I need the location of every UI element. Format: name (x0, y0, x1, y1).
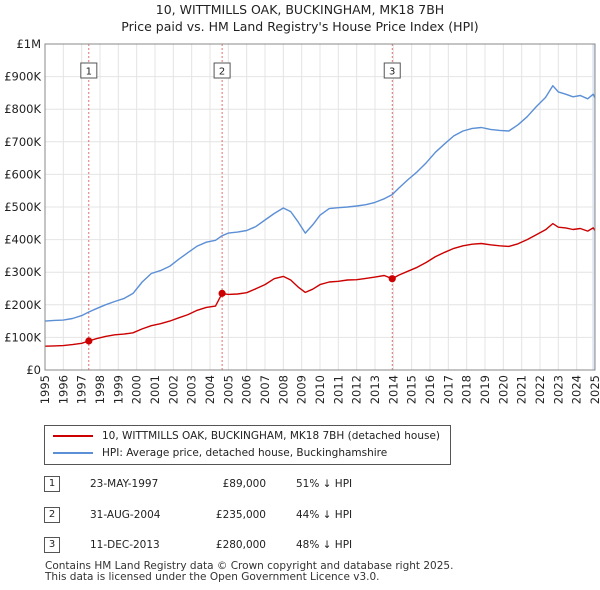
y-tick-label: £800K (4, 102, 41, 116)
x-tick-label: 2022 (533, 375, 547, 404)
x-tick-label: 1997 (75, 375, 89, 404)
x-tick-label: 1995 (38, 375, 52, 404)
sale-points (85, 275, 396, 345)
sale-point (85, 337, 93, 345)
x-tick-label: 2012 (350, 375, 364, 404)
sale-marker-box (213, 62, 231, 79)
sale-price: £280,000 (215, 539, 266, 551)
sale-row: 1 23-MAY-1997 £89,000 51% ↓ HPI (0, 476, 600, 494)
series-lines (44, 85, 596, 347)
sale-hpi-diff: 44% ↓ HPI (296, 509, 353, 521)
sale-hpi-diff: 48% ↓ HPI (296, 539, 353, 551)
x-tick-label: 2000 (130, 375, 144, 404)
x-tick-label: 2014 (386, 375, 400, 404)
sale-price: £235,000 (215, 509, 266, 521)
y-tick-label: £1M (16, 37, 41, 51)
hpi-line (44, 85, 596, 322)
legend-item-hpi: HPI: Average price, detached house, Buck… (53, 445, 387, 461)
y-tick-label: £900K (4, 70, 41, 84)
footer-line-1: Contains HM Land Registry data © Crown c… (45, 560, 454, 572)
footer-line-2: This data is licensed under the Open Gov… (45, 571, 380, 583)
x-tick-label: 2013 (368, 375, 382, 404)
y-tick-label: £500K (4, 200, 41, 214)
sale-marker-label: 1 (86, 67, 92, 78)
sale-date: 23-MAY-1997 (90, 478, 159, 490)
x-tick-label: 2020 (496, 375, 510, 404)
plot-frame (44, 43, 596, 371)
x-tick-label: 2009 (295, 375, 309, 404)
footer: Contains HM Land Registry data © Crown c… (45, 561, 453, 583)
sale-point (388, 275, 396, 283)
x-tick-label: 1996 (56, 375, 70, 404)
sale-hpi-diff: 51% ↓ HPI (296, 478, 353, 490)
x-tick-label: 2008 (276, 375, 290, 404)
sale-date: 11-DEC-2013 (90, 539, 160, 551)
x-tick-label: 2007 (258, 375, 272, 404)
x-tick-label: 2017 (441, 375, 455, 404)
x-tick-label: 2004 (203, 375, 217, 404)
x-tick-label: 2001 (148, 375, 162, 404)
legend-swatch-hpi (53, 452, 93, 454)
x-tick-label: 1998 (93, 375, 107, 404)
x-tick-label: 2018 (460, 375, 474, 404)
sale-row: 2 31-AUG-2004 £235,000 44% ↓ HPI (0, 507, 600, 525)
sale-number: 2 (44, 507, 60, 523)
x-tick-label: 2011 (331, 375, 345, 404)
x-tick-label: 2021 (515, 375, 529, 404)
x-tick-label: 1999 (111, 375, 125, 404)
sale-marker-label: 3 (389, 67, 395, 78)
y-tick-label: £700K (4, 135, 41, 149)
sale-markers-lines: 1 2 3 (80, 44, 401, 370)
sale-marker-label: 2 (219, 67, 225, 78)
sale-point (218, 289, 226, 297)
x-tick-label: 2024 (570, 375, 584, 404)
legend-swatch-property (53, 435, 93, 437)
y-tick-label: £200K (4, 298, 41, 312)
legend-label-property: 10, WITTMILLS OAK, BUCKINGHAM, MK18 7BH … (102, 430, 441, 442)
sale-number: 1 (44, 476, 60, 492)
y-tick-label: £600K (4, 167, 41, 181)
sale-row: 3 11-DEC-2013 £280,000 48% ↓ HPI (0, 537, 600, 555)
sale-marker-box (80, 62, 98, 79)
sale-number: 3 (44, 537, 60, 553)
sale-date: 31-AUG-2004 (90, 509, 161, 521)
sale-price: £89,000 (222, 478, 266, 490)
chart-subtitle: Price paid vs. HM Land Registry's House … (121, 19, 479, 34)
y-tick-label: £0 (26, 363, 41, 377)
x-tick-label: 2023 (551, 375, 565, 404)
legend-label-hpi: HPI: Average price, detached house, Buck… (102, 447, 388, 459)
x-tick-label: 2016 (423, 375, 437, 404)
x-tick-label: 2015 (405, 375, 419, 404)
x-tick-label: 2002 (166, 375, 180, 404)
x-tick-label: 2005 (221, 375, 235, 404)
x-tick-label: 2025 (588, 375, 600, 404)
y-tick-label: £300K (4, 265, 41, 279)
x-tick-label: 2010 (313, 375, 327, 404)
y-tick-label: £100K (4, 330, 41, 344)
chart-title: 10, WITTMILLS OAK, BUCKINGHAM, MK18 7BH (155, 2, 445, 17)
tick-labels: £0 £100K £200K £300K £400K £500K £600K £700K £80… (4, 37, 600, 404)
sale-marker-box (383, 62, 401, 79)
y-tick-label: £400K (4, 233, 41, 247)
property-price-line (44, 222, 596, 347)
legend: 10, WITTMILLS OAK, BUCKINGHAM, MK18 7BH … (44, 425, 451, 465)
x-tick-label: 2006 (240, 375, 254, 404)
x-tick-label: 2019 (478, 375, 492, 404)
price-chart: 1 2 3 £0 £100K £200K £300K £400K £500K £600K £700… (4, 37, 600, 404)
x-tick-label: 2003 (185, 375, 199, 404)
legend-item-property: 10, WITTMILLS OAK, BUCKINGHAM, MK18 7BH … (53, 428, 440, 444)
